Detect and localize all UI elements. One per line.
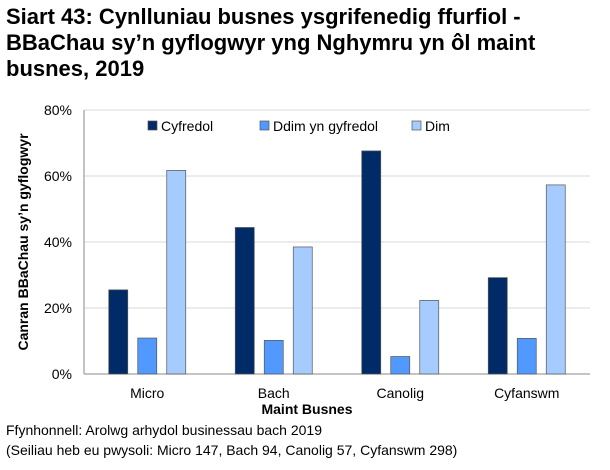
y-tick-label: 40% (44, 234, 72, 250)
y-tick-label: 20% (44, 300, 72, 316)
bar-cyfredol (234, 227, 255, 375)
bar-dim (292, 246, 313, 375)
y-axis-label: Canran BBaChau sy’n gyflogwyr (15, 133, 31, 351)
y-tick-label: 0% (52, 366, 72, 382)
y-tick-label: 60% (44, 168, 72, 184)
base-note: (Seiliau heb eu pwysoli: Micro 147, Bach… (6, 442, 458, 458)
legend-label: Dim (425, 118, 450, 134)
legend-label: Cyfredol (161, 118, 213, 134)
x-tick-label: Cyfanswm (494, 385, 559, 401)
x-axis-label: Maint Busnes (261, 401, 352, 417)
legend-label: Ddim yn gyfredol (273, 118, 378, 134)
bar-ddim-yn-gyfredol (516, 338, 537, 375)
x-tick-label: Micro (130, 385, 164, 401)
bar-cyfredol (108, 289, 129, 375)
x-tick-label: Canolig (377, 385, 424, 401)
bar-dim (166, 170, 187, 375)
bar-ddim-yn-gyfredol (390, 356, 411, 375)
bar-ddim-yn-gyfredol (137, 337, 158, 375)
bar-dim (419, 300, 440, 375)
legend-swatch (147, 120, 158, 131)
legend-swatch (411, 120, 422, 131)
bar-dim (545, 184, 566, 375)
legend-swatch (259, 120, 270, 131)
x-tick-label: Bach (258, 385, 290, 401)
bar-cyfredol (487, 277, 508, 375)
y-tick-label: 80% (44, 102, 72, 118)
bar-ddim-yn-gyfredol (263, 339, 284, 375)
bar-cyfredol (361, 150, 382, 375)
chart-title: Siart 43: Cynlluniau busnes ysgrifenedig… (6, 4, 536, 81)
source-note: Ffynhonnell: Arolwg arhydol businessau b… (6, 422, 322, 438)
